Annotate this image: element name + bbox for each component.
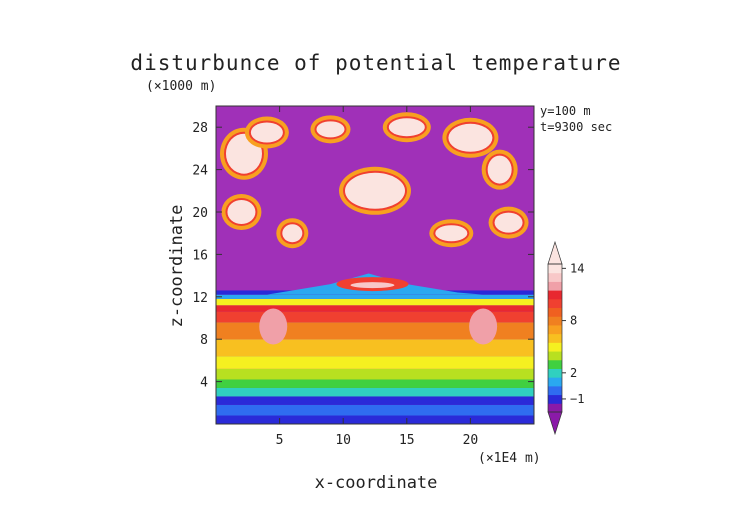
heatmap-band bbox=[216, 311, 534, 323]
colorbar-tick-label: 8 bbox=[570, 314, 577, 328]
x-tick-label: 10 bbox=[335, 433, 351, 448]
y-tick-label: 8 bbox=[200, 333, 208, 348]
heatmap-band bbox=[216, 396, 534, 405]
colorbar-tick-label: 2 bbox=[570, 366, 577, 380]
heatmap-band bbox=[216, 298, 534, 306]
heatmap-cloud bbox=[448, 123, 493, 152]
heatmap-band bbox=[216, 305, 534, 312]
y-tick-label: 16 bbox=[192, 248, 208, 263]
colorbar-level bbox=[548, 307, 562, 317]
x-axis: 5 10 15 20 bbox=[276, 106, 479, 448]
colorbar-tick-label: −1 bbox=[570, 392, 584, 406]
heatmap-band bbox=[216, 368, 534, 380]
colorbar-frame bbox=[547, 263, 563, 413]
colorbar-tick-label: 14 bbox=[570, 261, 584, 275]
y-axis: 4 8 12 16 20 24 28 bbox=[192, 121, 534, 391]
y-tick-label: 12 bbox=[192, 291, 208, 306]
y-tick-label: 20 bbox=[192, 206, 208, 221]
colorbar-level bbox=[548, 333, 562, 343]
colorbar-level bbox=[548, 281, 562, 291]
colorbar-level bbox=[548, 351, 562, 361]
x-unit-label: (×1E4 m) bbox=[478, 451, 541, 466]
colorbar-top-arrow bbox=[547, 240, 563, 265]
colorbar-level bbox=[548, 342, 562, 352]
colorbar-level bbox=[548, 324, 562, 335]
heatmap-band bbox=[216, 322, 534, 340]
colorbar-level bbox=[548, 368, 562, 378]
y-tick-label: 28 bbox=[192, 121, 208, 136]
colorbar-level bbox=[548, 385, 562, 396]
heatmap-plume bbox=[259, 308, 288, 345]
chart-title: disturbunce of potential temperature bbox=[130, 51, 621, 75]
x-tick-label: 15 bbox=[399, 433, 415, 448]
heatmap-cloud bbox=[345, 172, 405, 209]
plot-area bbox=[216, 106, 534, 424]
heatmap-cloud bbox=[487, 155, 512, 184]
x-tick-label: 20 bbox=[463, 433, 479, 448]
heatmap-cloud bbox=[316, 121, 345, 138]
y-axis-label: z-coordinate bbox=[167, 205, 187, 328]
heatmap-band bbox=[216, 379, 534, 388]
heatmap-cloud bbox=[435, 225, 468, 242]
y-unit-label: (×1000 m) bbox=[146, 79, 216, 94]
x-tick-label: 5 bbox=[276, 433, 284, 448]
y-tick-label: 4 bbox=[200, 376, 208, 391]
x-axis-label: x-coordinate bbox=[315, 473, 438, 493]
colorbar-bottom-arrow bbox=[547, 411, 563, 436]
heatmap-cloud bbox=[282, 224, 303, 243]
colorbar-level bbox=[548, 377, 562, 387]
annotation-y: y=100 m bbox=[540, 104, 591, 118]
heatmap-band bbox=[216, 356, 534, 369]
heatmap-band bbox=[216, 387, 534, 397]
plot-frame bbox=[215, 105, 535, 425]
heatmap-dome-peak bbox=[350, 282, 395, 289]
colorbar-level bbox=[548, 290, 562, 300]
colorbar-level bbox=[548, 264, 562, 274]
colorbar-level bbox=[548, 298, 562, 309]
heatmap-cloud bbox=[494, 212, 523, 233]
heatmap-plume bbox=[469, 308, 498, 345]
colorbar: 14 8 2 −1 bbox=[547, 240, 584, 436]
heatmap-band bbox=[216, 294, 534, 299]
heatmap-band bbox=[216, 415, 534, 424]
annotation-t: t=9300 sec bbox=[540, 120, 612, 134]
heatmap-cloud bbox=[250, 122, 283, 143]
colorbar-level bbox=[548, 272, 562, 282]
y-tick-label: 24 bbox=[192, 164, 208, 179]
heatmap-cloud bbox=[388, 118, 425, 137]
heatmap-band bbox=[216, 339, 534, 357]
colorbar-level bbox=[548, 316, 562, 326]
colorbar-level bbox=[548, 403, 562, 413]
heatmap-cloud bbox=[227, 200, 256, 224]
colorbar-level bbox=[548, 394, 562, 404]
heatmap-band bbox=[216, 404, 534, 416]
colorbar-level bbox=[548, 359, 562, 369]
